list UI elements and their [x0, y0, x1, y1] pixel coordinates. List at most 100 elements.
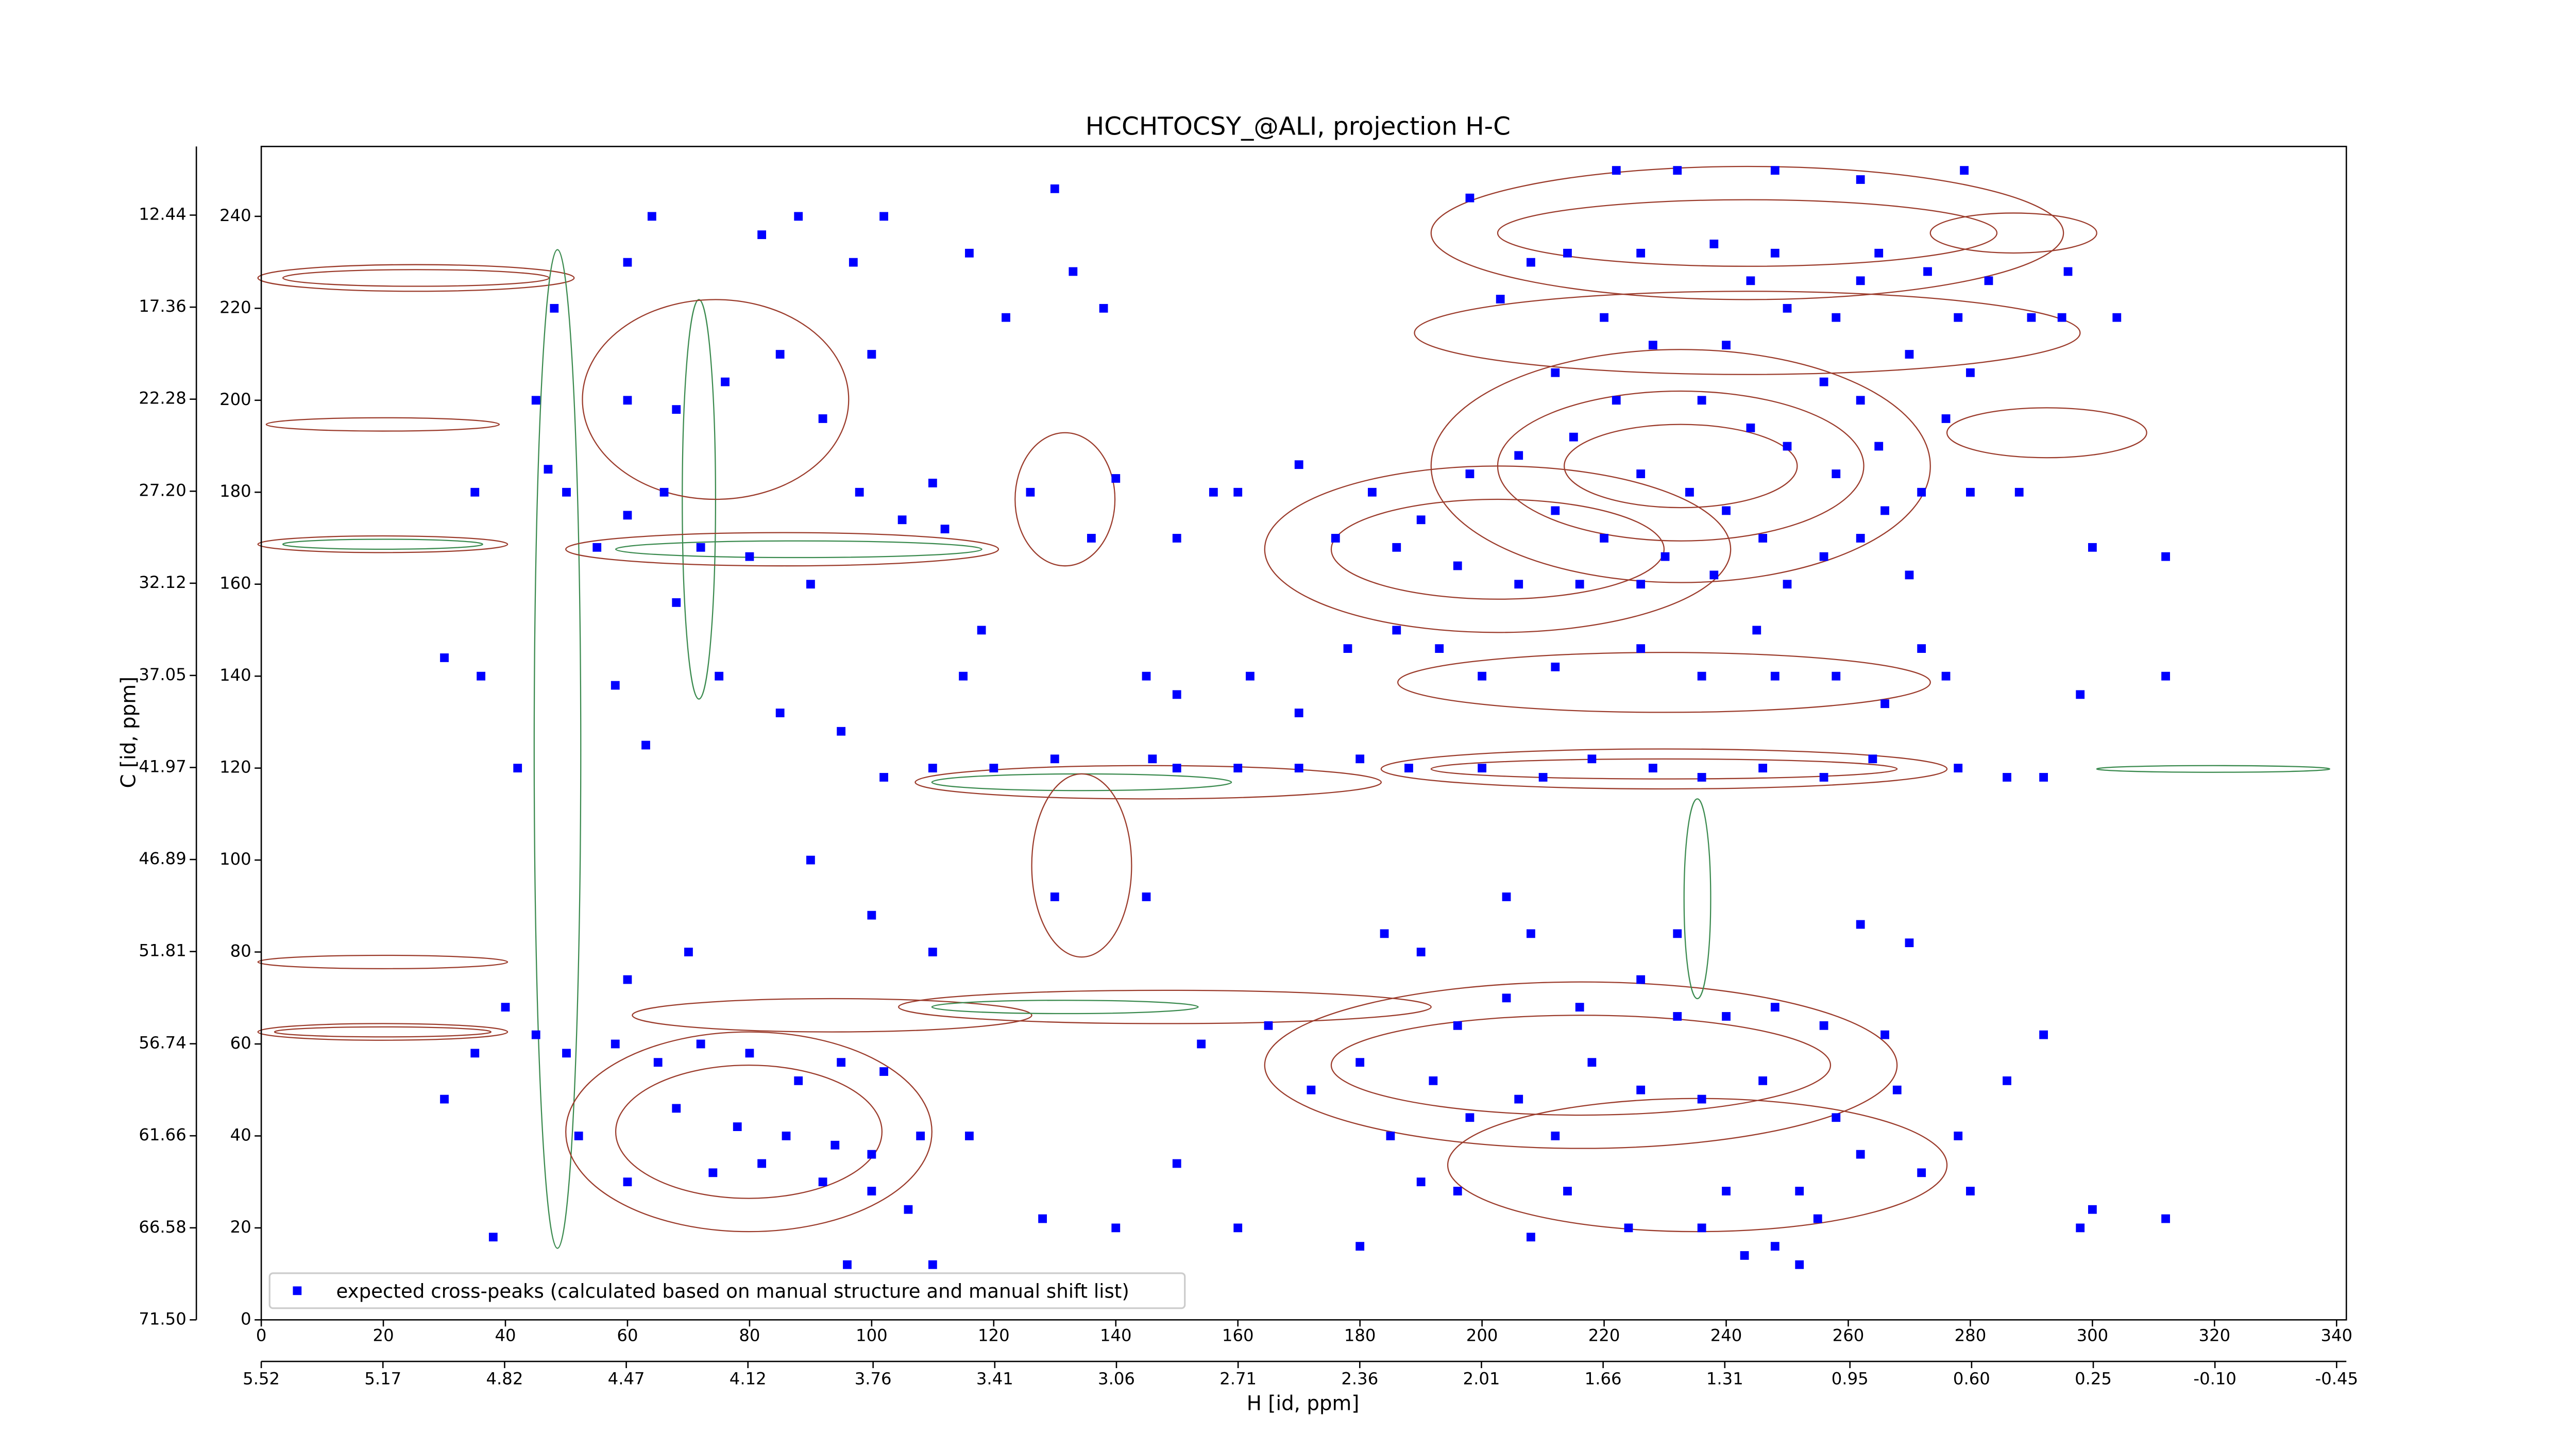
cross-peak [1758, 534, 1768, 543]
cross-peak [1722, 1187, 1731, 1195]
x-tick-label: 80 [739, 1326, 760, 1345]
cross-peak [867, 1150, 876, 1159]
cross-peak [2076, 690, 2085, 699]
x-tick-label: 160 [1222, 1326, 1254, 1345]
cross-peak [1538, 773, 1548, 782]
cross-peak [470, 487, 480, 497]
y2-tick-label: 56.74 [139, 1033, 186, 1053]
x-tick-label: 280 [1955, 1326, 1987, 1345]
cross-peak [1197, 1039, 1206, 1049]
cross-peak [470, 1049, 480, 1058]
cross-peak [1740, 1251, 1749, 1260]
y-tick-label: 60 [230, 1033, 251, 1053]
cross-peak [806, 580, 815, 589]
cross-peak [1697, 396, 1706, 405]
y2-tick-label: 17.36 [139, 296, 186, 316]
cross-peak [1478, 764, 1487, 773]
cross-peak [611, 681, 620, 690]
cross-peak [623, 511, 632, 520]
cross-peak [1355, 754, 1365, 764]
cross-peak [1429, 1076, 1438, 1085]
cross-peak [708, 1168, 718, 1177]
cross-peak [623, 1177, 632, 1187]
cross-peak [1142, 892, 1151, 901]
cross-peak [1770, 1242, 1780, 1251]
x2-tick-label: 4.47 [608, 1369, 645, 1389]
x-tick-label: 120 [978, 1326, 1010, 1345]
cross-peak [928, 948, 937, 956]
x-tick-label: 200 [1466, 1326, 1498, 1345]
cross-peak [1770, 1003, 1780, 1012]
y2-tick-label: 71.50 [139, 1309, 186, 1328]
cross-peak [562, 487, 571, 497]
y2-tick-label: 12.44 [139, 204, 186, 224]
y-tick-label: 100 [219, 849, 251, 869]
cross-peak [2161, 552, 2170, 561]
cross-peak [1496, 295, 1505, 304]
cross-peak [867, 1187, 876, 1195]
x2-tick-label: 2.36 [1341, 1369, 1378, 1389]
cross-peak [1111, 1223, 1121, 1233]
cross-peak [1770, 166, 1780, 175]
cross-peak [1856, 276, 1865, 285]
x2-tick-label: 1.66 [1585, 1369, 1622, 1389]
cross-peak [1697, 1094, 1706, 1104]
cross-peak [1600, 534, 1608, 543]
cross-peak [1172, 534, 1181, 543]
cross-peak [1819, 1021, 1828, 1030]
cross-peak [1099, 304, 1108, 313]
cross-peak [1954, 764, 1963, 773]
x-tick-label: 340 [2320, 1326, 2352, 1345]
cross-peak [1709, 240, 1719, 248]
cross-peak [1563, 1187, 1572, 1195]
cross-peak [1527, 1233, 1535, 1242]
cross-peak [1569, 432, 1578, 442]
cross-peak [2039, 773, 2048, 782]
cross-peak [928, 1260, 937, 1269]
cross-peak [855, 487, 864, 497]
cross-peak [2027, 313, 2036, 322]
y-tick-label: 120 [219, 757, 251, 777]
cross-peak [1966, 1187, 1975, 1195]
x-tick-label: 100 [856, 1326, 888, 1345]
cross-peak [1600, 313, 1608, 322]
cross-peak [916, 1132, 925, 1140]
x-tick-label: 220 [1588, 1326, 1620, 1345]
cross-peak [1307, 1085, 1316, 1094]
cross-peak [1172, 764, 1181, 773]
cross-peak [2088, 543, 2097, 552]
cross-peak [1954, 1132, 1963, 1140]
cross-peak [1465, 469, 1475, 478]
cross-peak [1752, 626, 1761, 635]
cross-peak [1404, 764, 1413, 773]
cross-peak [1636, 580, 1646, 589]
cross-peak [2076, 1223, 2085, 1233]
cross-peak [1233, 487, 1243, 497]
cross-peak [1905, 938, 1914, 948]
cross-peak [1722, 506, 1731, 515]
x2-tick-label: 2.01 [1463, 1369, 1500, 1389]
cross-peak [2057, 313, 2066, 322]
cross-peak [1758, 764, 1768, 773]
y2-tick-label: 37.05 [139, 665, 186, 684]
cross-peak [1575, 1003, 1584, 1012]
y-tick-label: 220 [219, 297, 251, 317]
x-tick-label: 20 [373, 1326, 394, 1345]
cross-peak [1880, 699, 1889, 709]
cross-peak [1856, 175, 1865, 184]
cross-peak [1722, 341, 1731, 350]
cross-peak [1002, 313, 1010, 322]
cross-peak [843, 1260, 852, 1269]
x-tick-label: 240 [1710, 1326, 1742, 1345]
cross-peak [794, 1076, 803, 1085]
cross-peak [1636, 644, 1646, 653]
cross-peak [1954, 313, 1963, 322]
cross-peak [1527, 258, 1535, 267]
cross-peak [1673, 166, 1682, 175]
cross-peak [544, 465, 553, 474]
cross-peak [531, 396, 540, 405]
x2-tick-label: 5.17 [364, 1369, 401, 1389]
cross-peak [684, 948, 693, 956]
cross-peak [2039, 1030, 2048, 1039]
cross-peak [1172, 1159, 1181, 1168]
